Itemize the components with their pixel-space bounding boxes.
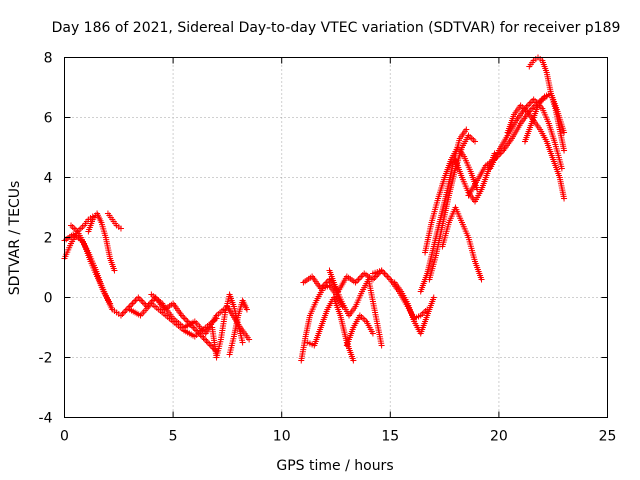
x-tick-label: 20 — [490, 429, 508, 445]
data-point-marker — [131, 299, 138, 305]
data-point-marker — [135, 294, 142, 301]
data-point-marker — [139, 299, 146, 305]
data-point-marker — [463, 126, 470, 133]
data-point-marker — [138, 297, 145, 304]
data-point-marker — [385, 275, 392, 281]
data-point-marker — [128, 302, 135, 308]
sat-track-6 — [117, 294, 220, 355]
x-axis-label: GPS time / hours — [276, 458, 393, 474]
data-point-marker — [119, 311, 126, 317]
data-point-marker — [323, 279, 330, 286]
series-marks — [61, 54, 568, 364]
data-point-marker — [353, 278, 360, 284]
data-point-marker — [526, 101, 533, 107]
y-tick-label: 4 — [44, 171, 53, 187]
sat-track-4 — [85, 210, 118, 274]
data-point-marker — [532, 98, 539, 104]
y-tick-label: 8 — [44, 51, 53, 67]
sat-track-12 — [304, 294, 357, 364]
sat-track-3 — [68, 222, 114, 307]
data-point-marker — [243, 306, 250, 313]
sat-track-9 — [209, 291, 246, 361]
data-point-marker — [561, 147, 568, 154]
y-tick-label: 0 — [44, 291, 53, 307]
sat-track-21 — [439, 204, 485, 283]
data-point-marker — [136, 296, 143, 302]
data-point-marker — [430, 294, 437, 301]
data-point-marker — [529, 105, 536, 112]
sat-track-5 — [104, 210, 124, 232]
data-point-marker — [204, 339, 211, 346]
x-tick-label: 5 — [169, 429, 178, 445]
data-point-marker — [180, 314, 187, 320]
data-point-marker — [239, 339, 246, 346]
data-point-marker — [122, 308, 129, 314]
data-point-marker — [203, 338, 210, 344]
data-point-marker — [141, 300, 148, 307]
sat-track-20 — [426, 132, 479, 283]
sat-track-19 — [422, 144, 481, 256]
data-point-marker — [356, 275, 363, 281]
data-point-marker — [384, 273, 391, 280]
chart-title: Day 186 of 2021, Sidereal Day-to-day VTE… — [52, 20, 621, 36]
x-tick-label: 10 — [273, 429, 291, 445]
y-tick-label: -2 — [39, 351, 53, 367]
data-point-marker — [117, 225, 124, 232]
sat-track-17 — [391, 279, 437, 337]
data-point-marker — [478, 276, 485, 283]
data-point-marker — [561, 195, 568, 202]
data-point-marker — [382, 272, 389, 278]
data-point-marker — [132, 297, 139, 304]
data-point-marker — [472, 138, 479, 145]
sat-track-27 — [521, 90, 568, 145]
data-point-marker — [111, 267, 118, 274]
data-point-marker — [369, 330, 376, 337]
x-tick-label: 0 — [60, 429, 69, 445]
data-point-marker — [183, 317, 190, 323]
y-axis-label: SDTVAR / TECUs — [7, 181, 23, 296]
data-point-marker — [380, 269, 387, 275]
data-point-marker — [527, 99, 534, 106]
data-point-marker — [558, 165, 565, 172]
data-point-marker — [129, 300, 136, 307]
data-point-marker — [107, 300, 114, 307]
y-tick-label: 6 — [44, 111, 53, 127]
data-point-marker — [206, 341, 213, 347]
data-point-marker — [201, 336, 208, 343]
data-point-marker — [246, 336, 253, 343]
data-point-marker — [207, 342, 214, 349]
sat-track-25 — [504, 102, 568, 202]
y-tick-label: 2 — [44, 231, 53, 247]
x-tick-label: 25 — [599, 429, 617, 445]
data-point-marker — [371, 275, 378, 281]
data-point-marker — [561, 129, 568, 136]
sat-track-14 — [326, 267, 385, 349]
data-point-marker — [181, 315, 188, 322]
sat-track-23 — [465, 93, 550, 199]
data-point-marker — [350, 357, 357, 364]
sat-track-1 — [61, 213, 96, 262]
data-point-marker — [530, 96, 537, 103]
x-tick-label: 15 — [381, 429, 399, 445]
x-tick-labels: 0 5 10 15 20 25 — [60, 429, 616, 445]
y-tick-labels: -4 -2 0 2 4 6 8 — [39, 51, 53, 427]
y-tick-label: -4 — [39, 411, 53, 427]
data-point-marker — [120, 309, 127, 316]
sat-track-10 — [226, 297, 250, 358]
axis-ticks — [64, 57, 608, 418]
data-point-marker — [378, 342, 385, 349]
sat-track-15 — [343, 312, 376, 349]
